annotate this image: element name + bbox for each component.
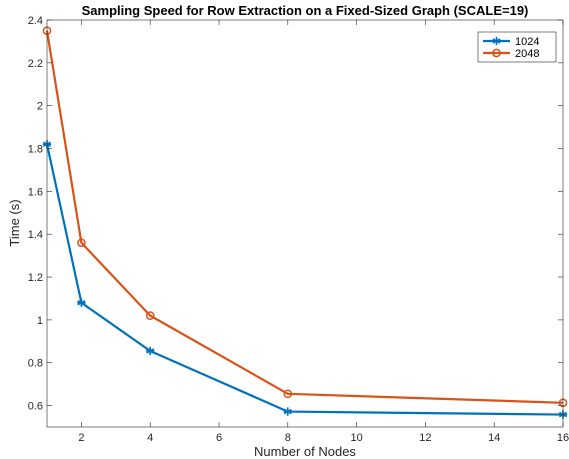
x-tick-label: 16 <box>557 432 569 444</box>
data-point-circle-marker <box>283 389 293 399</box>
x-tick-label: 6 <box>216 432 222 444</box>
x-axis-title: Number of Nodes <box>254 444 356 459</box>
series-line-2048 <box>45 30 564 404</box>
data-point-asterisk-marker <box>77 298 86 307</box>
data-point-asterisk-marker <box>146 346 155 356</box>
y-tick-label: 2.2 <box>28 58 43 70</box>
y-tick-label: 2.4 <box>28 15 43 27</box>
y-tick-label: 1.2 <box>28 272 43 284</box>
x-tick-label: 4 <box>147 432 153 444</box>
x-tick-label: 10 <box>350 432 362 444</box>
chart-title: Sampling Speed for Row Extraction on a F… <box>82 3 529 18</box>
y-tick-label: 0.8 <box>28 358 43 370</box>
data-point-asterisk-marker <box>492 36 501 46</box>
y-axis-title: Time (s) <box>7 199 22 246</box>
axes-box <box>46 19 564 428</box>
y-tick-label: 1.8 <box>28 144 43 156</box>
y-tick-label: 1.6 <box>28 186 43 198</box>
x-tick-label: 8 <box>285 432 291 444</box>
x-tick-label: 12 <box>419 432 431 444</box>
plot-area <box>47 20 563 427</box>
y-tick-label: 1.4 <box>28 229 43 241</box>
data-point-circle-marker <box>145 311 155 320</box>
legend-label: 1024 <box>515 36 539 48</box>
y-tick-label: 1 <box>37 315 43 327</box>
x-tick-label: 14 <box>488 432 500 444</box>
axis-layer: 2 4 6 8 10 12 14 16 0.6 0.8 1 1.2 1.4 1.6 1.8 2 2.2 2.4 <box>28 15 569 444</box>
y-tick-label: 2 <box>37 101 43 113</box>
data-point-circle-marker <box>77 238 86 248</box>
legend-label: 2048 <box>515 48 539 60</box>
data-point-asterisk-marker <box>283 407 292 416</box>
x-tick-label: 2 <box>78 432 84 444</box>
legend-box <box>477 31 557 63</box>
y-tick-label: 0.6 <box>28 401 43 413</box>
data-point-circle-marker <box>492 48 501 58</box>
